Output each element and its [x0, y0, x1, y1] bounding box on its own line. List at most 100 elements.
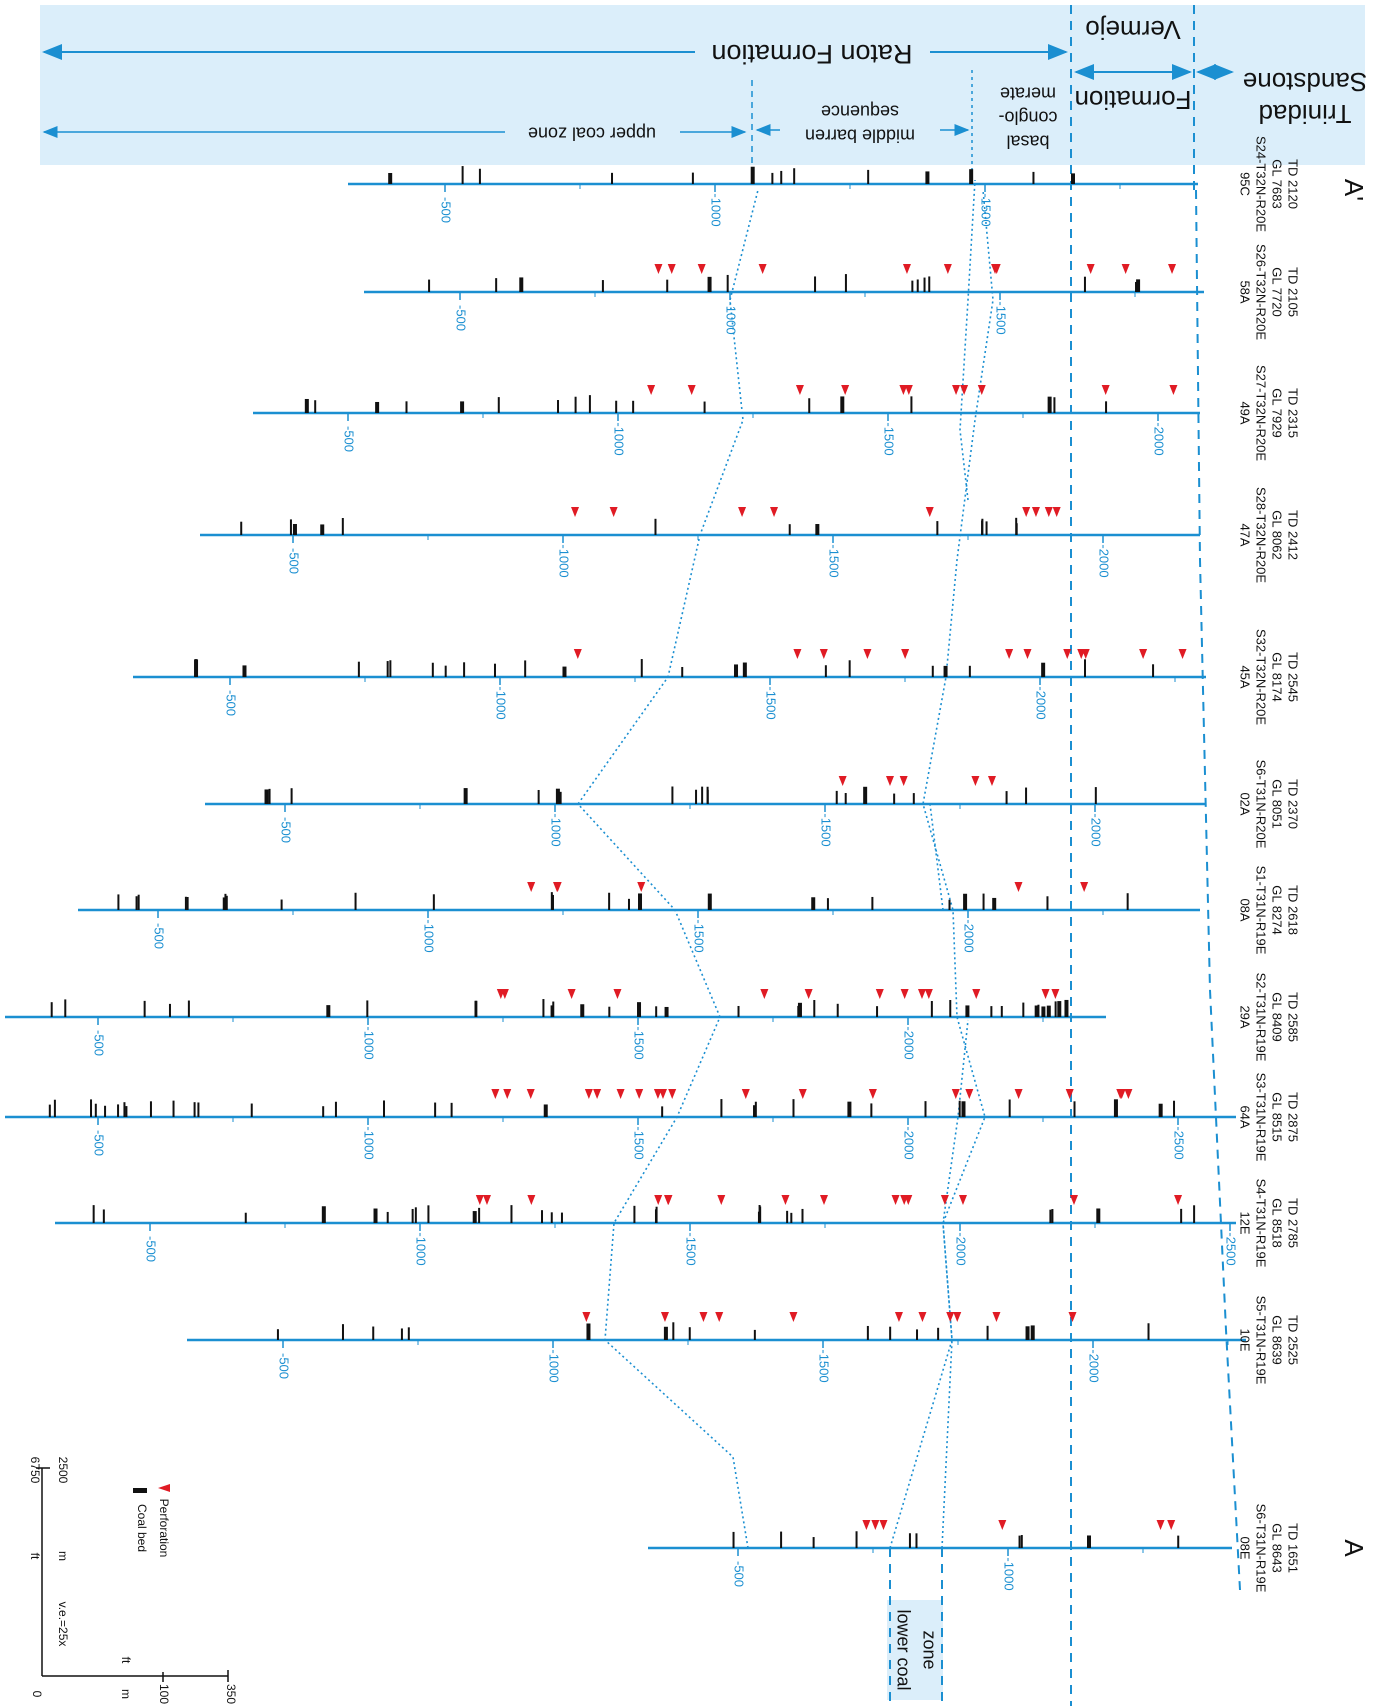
coal-bed: [637, 1002, 642, 1017]
perforation-marker: [952, 385, 961, 395]
perforation-marker: [904, 385, 913, 395]
depth-tick-label: -1500: [684, 1232, 699, 1265]
perforation-marker: [819, 649, 828, 659]
trinidad-label-line2: Sandstone: [1243, 67, 1367, 97]
perforation-marker: [573, 649, 582, 659]
coal-bed: [871, 896, 874, 910]
coal-bed: [244, 1212, 247, 1223]
coal-bed: [889, 1326, 892, 1340]
coal-bed: [304, 398, 309, 413]
coal-bed: [876, 1006, 879, 1017]
coal-bed: [137, 894, 140, 910]
well-ground-level: GL 8515: [1270, 1092, 1285, 1141]
perforation-marker: [1101, 385, 1110, 395]
well-location: S27-T32N-R20E: [1254, 365, 1269, 461]
coal-bed: [537, 789, 540, 804]
scale-zero: 0: [30, 1691, 44, 1698]
coal-bed: [580, 1004, 585, 1017]
coal-bed: [1136, 279, 1141, 292]
perforation-marker: [838, 776, 847, 786]
coal-bed: [863, 786, 868, 804]
coal-bed: [691, 172, 694, 184]
coal-bed: [835, 790, 838, 804]
depth-tick-label: -1000: [547, 1349, 562, 1382]
coal-bed: [388, 172, 393, 184]
coal-bed: [982, 893, 985, 910]
perforation-marker: [951, 1089, 960, 1099]
coal-bed: [801, 1208, 804, 1223]
coal-bed: [754, 1101, 757, 1117]
section-start-label: A: [1339, 1539, 1369, 1557]
perforation-marker: [653, 1089, 662, 1099]
coal-bed: [655, 1206, 658, 1223]
depth-tick-label: -500: [152, 923, 167, 949]
perforation-marker: [977, 385, 986, 395]
perforation-marker: [1022, 507, 1031, 517]
coal-bed: [434, 1102, 437, 1117]
coal-bed: [432, 894, 435, 910]
perforation-marker: [901, 649, 910, 659]
well-10E: -500 -1000 -1500 -2000 10E S5-T31N-R19E GL 863…: [187, 1296, 1301, 1385]
well-ground-level: GL 8639: [1270, 1315, 1285, 1364]
depth-tick-label: -2000: [1097, 544, 1112, 577]
coal-bed: [923, 277, 926, 292]
coal-bed: [407, 1327, 410, 1340]
depth-tick-label: -2000: [1087, 1349, 1102, 1382]
well-64A: -500 -1000 -1500 -2000 -2500 64A S3-T31N-R19E G…: [5, 1073, 1301, 1162]
perforation-marker: [918, 1312, 927, 1322]
perforation-marker: [795, 385, 804, 395]
coal-bed: [797, 1005, 802, 1017]
perforation-marker: [862, 1520, 871, 1530]
perforation-marker: [1139, 649, 1148, 659]
perforation-marker: [1014, 882, 1023, 892]
coal-bed: [290, 788, 293, 804]
perforation-marker: [1041, 989, 1050, 999]
perforation-marker: [965, 1089, 974, 1099]
coal-bed: [925, 171, 930, 184]
trinidad-label-line1: Trinidad: [1259, 99, 1352, 129]
perforation-marker: [871, 1520, 880, 1530]
depth-tick-label: -1500: [632, 1026, 647, 1059]
well-name: 10E: [1238, 1328, 1253, 1351]
perforation-marker: [885, 776, 894, 786]
coal-bed: [813, 1000, 816, 1017]
coal-bed: [734, 664, 739, 677]
coal-bed: [793, 168, 796, 184]
coal-bed: [753, 1105, 756, 1117]
coal-bed: [633, 1205, 636, 1223]
coal-bed: [104, 1105, 107, 1117]
coal-bed: [117, 894, 120, 910]
perforation-marker: [717, 1195, 726, 1205]
coal-bed: [472, 1211, 477, 1223]
perforation-marker: [902, 264, 911, 274]
middle-barren-label-2: sequence: [821, 101, 899, 121]
coal-bed: [844, 274, 847, 292]
coal-bed: [1177, 1535, 1180, 1548]
perforation-marker: [654, 1195, 663, 1205]
perforation-marker: [616, 1089, 625, 1099]
coal-bed: [844, 793, 847, 804]
coal-bed: [314, 400, 317, 413]
coal-bed: [320, 524, 325, 535]
perforation-marker: [1168, 264, 1177, 274]
well-total-depth: TD 2585: [1286, 992, 1301, 1042]
coal-bed: [812, 1537, 815, 1548]
coal-bed: [707, 276, 712, 292]
perforation-marker: [482, 1195, 491, 1205]
coal-bed: [786, 1210, 789, 1223]
well-ground-level: GL 8643: [1270, 1523, 1285, 1572]
coal-bed: [1105, 401, 1108, 413]
perforation-marker: [664, 1195, 673, 1205]
legend-coal-swatch: [133, 1488, 147, 1493]
coal-bed: [354, 892, 357, 910]
coal-bed: [428, 279, 431, 292]
coal-bed: [808, 398, 811, 413]
coal-bed: [510, 1205, 513, 1223]
perforation-marker: [687, 385, 696, 395]
perforation-marker: [992, 1312, 1001, 1322]
coal-bed: [92, 1205, 95, 1223]
coal-bed: [326, 1005, 331, 1017]
coal-bed: [1084, 659, 1087, 677]
coal-bed: [373, 1208, 378, 1223]
coal-bed: [1030, 1325, 1035, 1340]
